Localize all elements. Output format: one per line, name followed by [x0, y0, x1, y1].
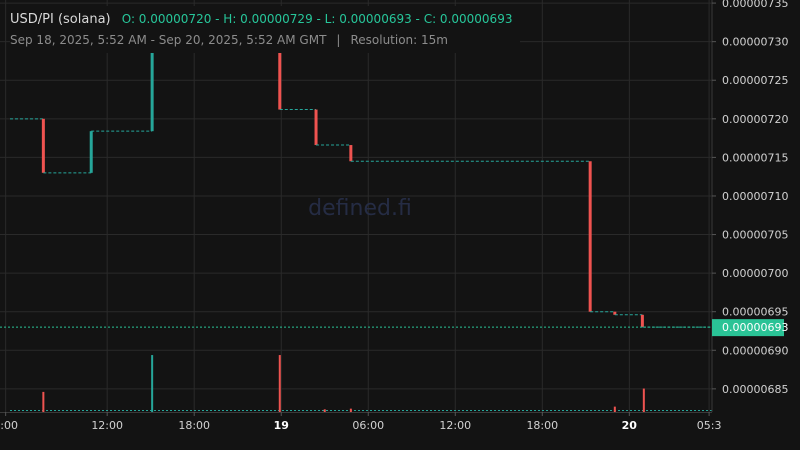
price-candle — [41, 118, 45, 173]
price-candle — [588, 161, 592, 312]
price-candle — [89, 131, 93, 173]
x-tick-label: 18:00 — [178, 419, 210, 432]
y-tick-label: 0.00000730 — [722, 36, 788, 49]
price-series — [10, 48, 712, 328]
volume-bar — [613, 406, 616, 412]
date-range: Sep 18, 2025, 5:52 AM - Sep 20, 2025, 5:… — [10, 33, 327, 47]
y-axis[interactable]: 0.00000685 0.00000690 0.00000695 0.00000700… — [712, 0, 788, 396]
y-tick-label: 0.00000715 — [722, 151, 788, 164]
x-tick-label: 06:00 — [352, 419, 384, 432]
y-tick-label: 0.00000725 — [722, 74, 788, 87]
volume-bars — [10, 355, 712, 412]
last-price-marker: 0.00000693 — [0, 319, 788, 337]
price-candle — [314, 109, 318, 146]
x-tick-label: 19 — [274, 419, 289, 432]
volume-bar — [323, 409, 326, 412]
header-separator: | — [336, 33, 341, 47]
volume-bar — [42, 391, 45, 412]
y-tick-label: 0.00000685 — [722, 383, 788, 396]
price-tag — [712, 319, 784, 337]
resolution-label: Resolution: 15m — [350, 33, 448, 47]
ohlc-values: O: 0.00000720 - H: 0.00000729 - L: 0.000… — [121, 12, 513, 26]
grid — [0, 0, 712, 412]
volume-bar — [151, 355, 154, 412]
price-candle — [613, 311, 617, 315]
watermark: defined.fi — [308, 196, 412, 221]
volume-bar — [642, 388, 645, 412]
y-tick-label: 0.00000720 — [722, 113, 788, 126]
x-tick-label: 20 — [622, 419, 638, 432]
x-tick-label: 12:00 — [91, 419, 123, 432]
y-tick-label: 0.00000690 — [722, 344, 788, 357]
x-tick-label: 05:3 — [697, 419, 722, 432]
x-tick-label: 18:00 — [526, 419, 558, 432]
y-tick-label: 0.00000705 — [722, 229, 788, 242]
pair-title: USD/PI (solana) — [10, 12, 111, 27]
chart-header: USD/PI (solana) O: 0.00000720 - H: 0.000… — [10, 6, 521, 53]
price-candle — [278, 49, 282, 110]
volume-bar — [349, 408, 352, 412]
y-tick-label: 0.00000700 — [722, 267, 788, 280]
x-tick-label: 12:00 — [439, 419, 471, 432]
x-tick-label: 6:00 — [0, 419, 18, 432]
price-candle — [640, 314, 644, 328]
price-candle — [150, 49, 154, 132]
price-tag-label: 0.00000693 — [722, 321, 788, 334]
y-tick-label: 0.00000735 — [722, 0, 788, 10]
y-tick-label: 0.00000710 — [722, 190, 788, 203]
y-tick-label: 0.00000695 — [722, 306, 788, 319]
x-axis[interactable]: 6:00 12:00 18:00 19 06:00 12:00 18:00 20 05:3 — [0, 412, 721, 432]
price-candle — [349, 145, 353, 162]
volume-bar — [278, 355, 281, 412]
